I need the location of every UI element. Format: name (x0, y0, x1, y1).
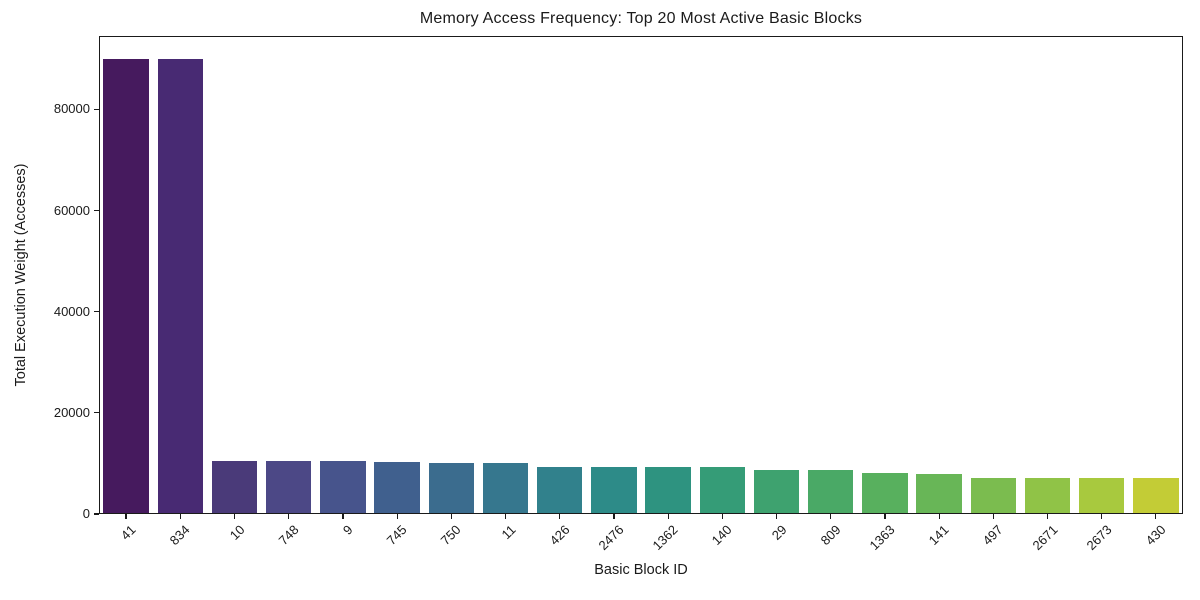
bar-block-750 (428, 462, 474, 514)
x-tick-mark (342, 514, 344, 519)
bar-block-11 (482, 462, 529, 514)
x-tick-mark (721, 514, 723, 519)
x-tick-mark (667, 514, 669, 519)
y-tick-mark (94, 513, 99, 515)
x-tick-mark (504, 514, 507, 519)
x-tick-mark (125, 514, 127, 519)
chart-title: Memory Access Frequency: Top 20 Most Act… (419, 10, 863, 27)
y-tick-label: 0 (82, 506, 90, 521)
bar-block-9 (320, 461, 366, 514)
bar-block-426 (536, 466, 583, 514)
x-tick-mark (288, 514, 290, 519)
x-tick-mark (396, 514, 398, 519)
plot-area (99, 36, 1183, 514)
bar-block-2673 (1078, 478, 1125, 514)
y-tick-mark (94, 209, 99, 212)
x-tick-mark (830, 514, 832, 519)
bar-block-2476 (591, 466, 637, 514)
x-tick-mark (450, 514, 452, 519)
bar-block-10 (211, 461, 258, 514)
bar-block-41 (103, 58, 149, 514)
bar-block-140 (699, 467, 745, 514)
y-tick-label: 60000 (53, 202, 90, 218)
y-tick-label: 20000 (53, 404, 90, 420)
bar-block-29 (753, 469, 800, 514)
x-tick-mark (992, 514, 994, 519)
x-tick-mark (1046, 514, 1049, 519)
bar-block-2671 (1024, 478, 1071, 514)
bar-block-1363 (862, 473, 908, 514)
x-tick-mark (233, 514, 236, 519)
x-tick-mark (179, 514, 181, 519)
bar-block-745 (374, 461, 420, 514)
x-tick-mark (559, 514, 561, 519)
x-tick-mark (1155, 514, 1157, 519)
x-tick-mark (775, 514, 778, 519)
x-axis-label: Basic Block ID (594, 562, 688, 578)
y-tick-mark (94, 311, 99, 313)
y-axis-label: Total Execution Weight (Accesses) (13, 163, 29, 387)
x-tick-mark (884, 514, 886, 519)
bar-block-834 (157, 59, 203, 514)
y-tick-mark (94, 412, 99, 414)
y-tick-mark (94, 108, 99, 110)
bar-block-809 (807, 469, 854, 514)
x-tick-mark (938, 514, 940, 519)
y-tick-label: 40000 (53, 303, 90, 319)
bar-block-497 (970, 478, 1016, 514)
y-tick-label: 80000 (53, 101, 90, 117)
x-tick-mark (613, 514, 615, 519)
bar-block-141 (916, 473, 962, 514)
bar-block-430 (1133, 478, 1179, 514)
bar-block-748 (265, 461, 312, 514)
bar-block-1362 (645, 467, 691, 514)
x-tick-mark (1101, 514, 1103, 519)
